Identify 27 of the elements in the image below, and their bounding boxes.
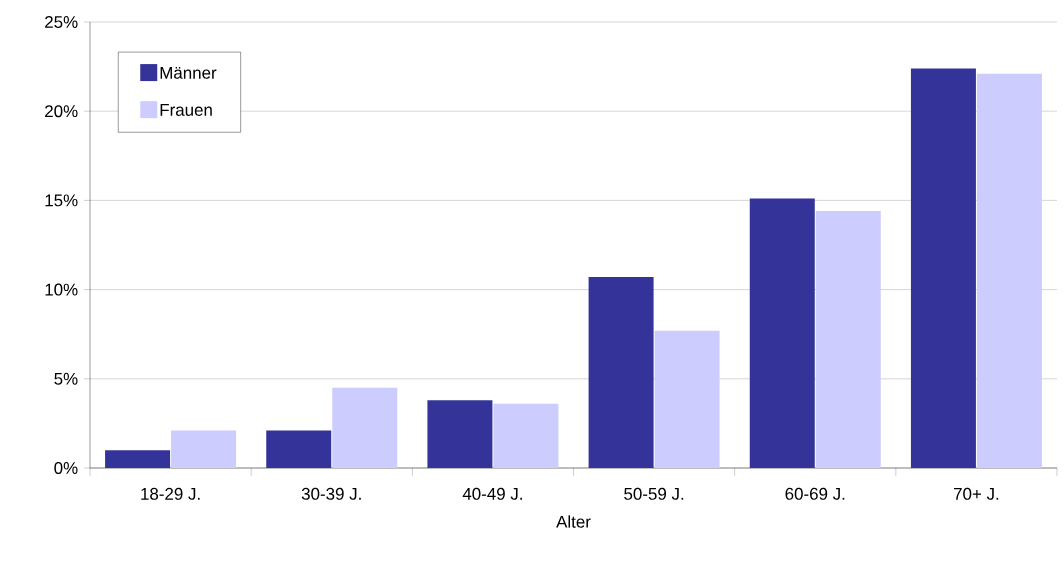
y-tick-label: 0% (54, 462, 78, 474)
y-tick-label: 5% (54, 372, 78, 385)
y-tick-label: 10% (45, 283, 78, 296)
x-tick-label: 70+ J. (954, 487, 999, 500)
x-tick-label: 40-49 J. (462, 487, 522, 500)
bar (105, 450, 171, 468)
bar (910, 68, 976, 468)
y-tick-label: 25% (45, 16, 78, 28)
bar (815, 211, 881, 468)
x-tick-label: 50-59 J. (624, 487, 684, 500)
bar (976, 73, 1042, 468)
legend-label: Frauen (160, 104, 212, 116)
bar (749, 198, 815, 468)
x-tick-label: 18-29 J. (141, 487, 200, 500)
bar (588, 277, 654, 468)
legend-label: Männer (160, 66, 217, 79)
bar (654, 330, 720, 468)
bar (493, 403, 559, 468)
y-tick-label: 20% (45, 105, 78, 118)
bar (171, 430, 237, 468)
bar (427, 400, 493, 468)
x-axis-title: Alter (556, 515, 591, 528)
bar (266, 430, 332, 468)
x-tick-label: 30-39 J. (301, 487, 361, 500)
x-tick-label: 60-69 J. (785, 487, 845, 500)
y-tick-label: 15% (45, 194, 78, 207)
bar (332, 387, 398, 468)
